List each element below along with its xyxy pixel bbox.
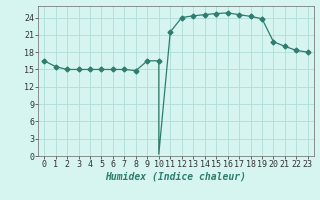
- X-axis label: Humidex (Indice chaleur): Humidex (Indice chaleur): [106, 172, 246, 182]
